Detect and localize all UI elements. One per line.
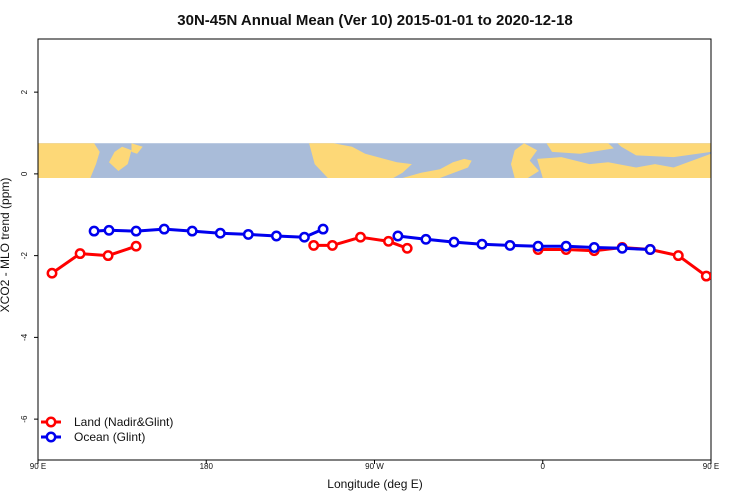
data-point	[476, 238, 488, 250]
series-line	[94, 227, 324, 239]
legend-marker-ocean	[45, 431, 57, 443]
land-shape	[402, 158, 472, 178]
data-point	[298, 231, 310, 243]
data-point	[560, 240, 572, 252]
data-point	[355, 231, 366, 243]
land-shape	[546, 143, 614, 154]
y-axis: 2 0 -2 -4 -6	[20, 89, 38, 423]
legend: Land (Nadir&Glint) Ocean (Glint)	[41, 415, 173, 444]
y-axis-label: XCO2 - MLO trend (ppm)	[0, 178, 12, 313]
data-point	[186, 225, 198, 237]
series-ocean	[88, 223, 656, 255]
legend-label-ocean: Ocean (Glint)	[74, 430, 145, 444]
series-line	[397, 234, 651, 251]
x-tick-label: 90 W	[365, 462, 384, 471]
data-point	[130, 225, 142, 237]
data-point	[214, 227, 226, 239]
data-point	[700, 270, 711, 282]
data-point	[401, 242, 413, 254]
series-line	[51, 244, 137, 275]
data-point	[588, 242, 600, 253]
y-tick-label: 2	[20, 89, 29, 94]
data-point	[46, 267, 58, 279]
data-point	[616, 242, 628, 254]
legend-item-land: Land (Nadir&Glint)	[41, 415, 173, 429]
land-shape	[537, 153, 711, 178]
data-point	[308, 239, 320, 251]
x-tick-label: 90 E	[703, 462, 719, 471]
land-shape	[131, 143, 143, 154]
data-point	[392, 230, 404, 242]
data-point	[102, 250, 114, 262]
data-point	[672, 250, 684, 262]
legend-label-land: Land (Nadir&Glint)	[74, 415, 173, 429]
land-shape	[309, 143, 412, 178]
land-shape	[711, 143, 750, 178]
y-tick-label: -4	[20, 333, 29, 341]
data-point	[383, 235, 394, 247]
data-point	[420, 233, 432, 245]
data-point	[158, 223, 170, 235]
legend-item-ocean: Ocean (Glint)	[41, 430, 145, 444]
data-point	[644, 244, 656, 255]
x-axis-label: Longitude (deg E)	[327, 477, 422, 491]
legend-marker-land	[45, 416, 57, 428]
land-shape	[109, 146, 132, 171]
x-tick-label: 0	[541, 462, 546, 471]
data-point	[103, 224, 115, 236]
x-tick-label: 90 E	[30, 462, 46, 471]
world-map-band	[38, 143, 750, 178]
land-shape	[38, 143, 100, 178]
data-point	[74, 248, 86, 260]
data-point	[130, 240, 142, 252]
data-point	[504, 239, 516, 251]
land-shape	[511, 143, 539, 178]
data-point	[326, 239, 338, 251]
y-tick-label: 0	[20, 171, 29, 176]
data-point	[270, 230, 282, 242]
data-point	[242, 228, 254, 240]
data-point	[317, 223, 329, 235]
data-point	[730, 270, 738, 278]
map-land	[38, 143, 750, 178]
y-tick-label: -2	[20, 252, 29, 260]
series-layer	[46, 223, 738, 282]
y-tick-label: -6	[20, 415, 29, 423]
land-shape	[617, 143, 711, 158]
data-point	[532, 240, 544, 252]
data-point	[88, 225, 100, 237]
chart-title: 30N-45N Annual Mean (Ver 10) 2015-01-01 …	[177, 12, 572, 29]
x-tick-label: 180	[200, 462, 214, 471]
data-point	[448, 236, 460, 248]
